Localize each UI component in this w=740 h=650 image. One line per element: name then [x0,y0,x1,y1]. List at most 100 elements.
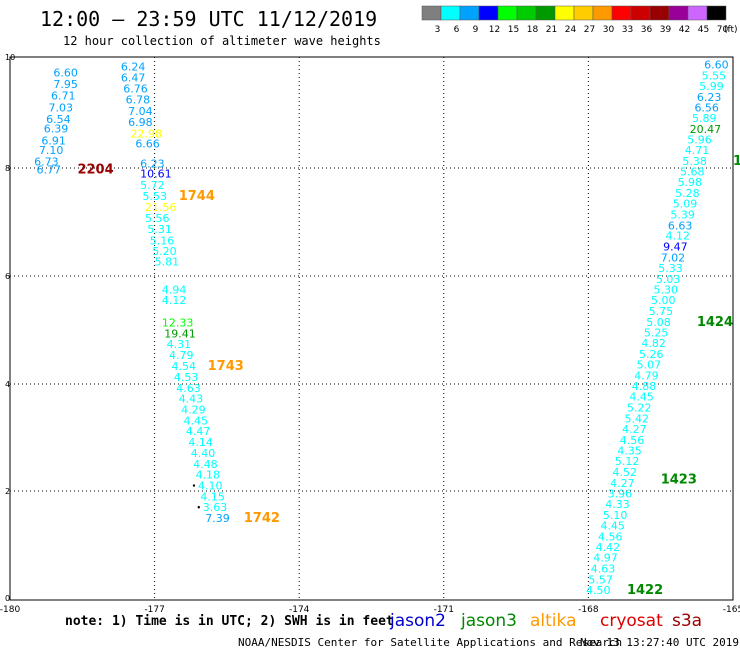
wave-height-label: 4.52 [613,466,638,479]
wave-height-label: 5.10 [603,509,628,522]
legend-s3a: s3a [672,611,702,631]
wave-height-label: 4.14 [188,436,213,449]
color-bin-label: 33 [622,25,633,35]
wave-height-label: 6.91 [41,134,66,147]
wave-height-label: 4.35 [617,445,642,458]
wave-height-label: 4.47 [186,425,211,438]
color-bin-swatch [459,5,480,21]
pass-time-label: 1744 [179,189,215,204]
wave-height-label: 19.41 [164,327,196,340]
color-bin-label: 9 [473,25,479,35]
wave-height-label: 5.75 [649,305,674,318]
wave-height-label: 4.12 [666,230,691,243]
grid-lines [10,57,733,600]
color-bin-label: 36 [641,25,653,35]
pass-time-label: 1424 [697,315,733,330]
wave-height-label: 5.30 [653,284,678,297]
color-bin-label: 39 [660,25,672,35]
color-bin-label: 15 [508,25,519,35]
wave-height-label: 4.71 [685,144,710,157]
wave-height-label: 5.03 [656,273,681,286]
chart-subtitle: 12 hour collection of altimeter wave hei… [63,34,381,48]
wave-height-label: 6.39 [44,123,69,136]
wave-height-label: 6.54 [46,113,71,126]
wave-height-label: 6.24 [121,61,146,74]
wave-height-label: 5.22 [627,402,652,415]
wave-height-label: 4.42 [596,541,621,554]
wave-height-label: 5.39 [670,208,695,221]
x-tick-label: -177 [144,605,164,615]
legend-jason2: jason2 [389,611,446,631]
wave-height-label: 6.76 [123,83,147,96]
wave-height-label: 4.63 [176,382,201,395]
color-bin-swatch [478,5,499,21]
wave-height-label: 4.45 [629,391,654,404]
wave-height-label: 4.45 [600,519,625,532]
color-bin-swatch [706,5,727,21]
wave-height-label: 5.38 [682,155,707,168]
wave-height-label: 22.98 [131,128,163,141]
footer-note: note: 1) Time is in UTC; 2) SWH is in fe… [65,614,394,629]
wave-height-label: 10.61 [140,167,172,180]
footer-timestamp: Nov 13 13:27:40 UTC 2019 [580,636,739,649]
y-tick-label: 4 [5,380,10,389]
plot-border [9,56,734,601]
wave-height-label: 5.55 [702,70,727,83]
wave-height-label: 4.82 [641,337,666,350]
wave-height-label: 4.31 [167,338,192,351]
wave-height-label: 4.48 [193,458,218,471]
wave-height-label: 6.73 [34,156,59,169]
color-bin-swatch [649,5,670,21]
y-tick-label: 2 [5,487,10,496]
wave-height-label: 4.79 [634,369,659,382]
wave-height-label: 7.95 [53,78,78,91]
wave-height-label: 5.07 [637,359,662,372]
wave-height-label: 5.68 [680,166,705,179]
y-tick-label: 6 [5,272,10,281]
wave-height-label: 4.94 [162,284,187,297]
wave-height-label: 6.23 [140,158,165,171]
observation-dot [197,506,200,509]
y-tick-label: 10 [5,53,15,62]
wave-height-label: 6.66 [135,137,160,150]
wave-height-label: 4.12 [162,294,187,307]
wave-height-label: 6.60 [704,59,729,72]
wave-height-label: 5.98 [678,176,703,189]
y-tick-label: 8 [5,164,10,173]
wave-height-label: 5.08 [646,316,671,329]
wave-height-label: 4.33 [605,498,630,511]
plot-area [9,56,734,601]
x-tick-label: -168 [578,605,599,615]
wave-height-label: 5.28 [675,187,700,200]
wave-height-label: 4.53 [174,371,199,384]
color-bin-swatch [516,5,537,21]
wave-height-label: 5.31 [147,223,172,236]
color-bin-label: 3 [435,25,441,35]
legend-altika: altika [530,611,577,631]
color-bin-label: 6 [454,25,460,35]
wave-height-label: 4.43 [179,393,204,406]
pass-time-label: 2204 [77,162,113,177]
wave-height-label: 4.79 [169,349,194,362]
wave-height-label: 7.39 [205,512,230,525]
wave-height-label: 4.97 [593,552,618,565]
wave-height-label: 7.03 [49,101,73,114]
color-bin-label: 45 [698,25,709,35]
color-bin-swatch [554,5,575,21]
wave-height-label: 4.88 [632,380,657,393]
wave-height-label: 3.63 [203,501,228,514]
wave-height-label: 6.77 [37,163,62,176]
data-labels: 6.607.956.717.036.546.396.917.106.736.77… [34,59,740,598]
pass-time-label: 1425 [733,154,740,169]
wave-height-label: 5.00 [651,294,676,307]
color-bin-label: 12 [489,25,500,35]
wave-height-label: 5.53 [143,190,168,203]
wave-height-label: 5.33 [658,262,683,275]
color-bin-label: 18 [527,25,539,35]
wave-height-label: 4.56 [598,530,623,543]
wave-height-label: 6.63 [668,219,693,232]
wave-height-label: 6.60 [53,66,78,79]
x-tick-label: -174 [289,605,310,615]
wave-height-label: 4.27 [610,477,635,490]
